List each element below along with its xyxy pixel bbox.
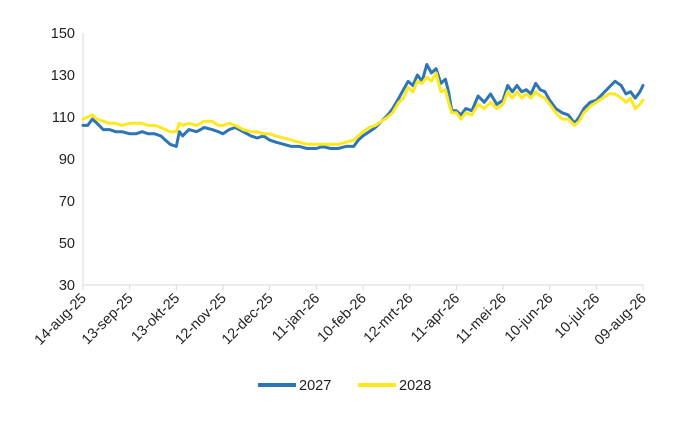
x-axis: 14-aug-2513-sep-2513-okt-2512-nov-2512-d…: [32, 284, 650, 349]
series-line-2028: [81, 71, 645, 146]
y-axis: 30 50 70 90 110 130 150: [51, 26, 84, 294]
y-tick-label: 150: [51, 26, 75, 42]
legend: 2027 2028: [258, 378, 431, 394]
legend-label: 2028: [399, 378, 431, 394]
x-tick-label: 12-dec-25: [219, 291, 276, 348]
x-tick-label: 10-feb-26: [315, 291, 370, 346]
legend-item-2028: 2028: [358, 378, 431, 394]
series-line-2027: [81, 63, 645, 150]
y-tick-label: 90: [59, 152, 75, 168]
y-tick-label: 70: [59, 194, 75, 210]
legend-item-2027: 2027: [258, 378, 331, 394]
x-tick-label: 13-sep-25: [79, 291, 136, 348]
x-tick-label: 11-jan-26: [269, 291, 323, 345]
x-tick-label: 11-mei-26: [453, 291, 510, 348]
y-tick-label: 30: [59, 278, 75, 294]
plot-lines: [81, 63, 645, 150]
y-tick-label: 130: [51, 68, 75, 84]
y-tick-label: 110: [52, 110, 75, 126]
y-tick-label: 50: [59, 236, 75, 252]
legend-label: 2027: [299, 378, 331, 394]
x-tick-label: 12-mrt-26: [361, 291, 417, 347]
x-tick-label: 10-jun-26: [502, 291, 557, 346]
